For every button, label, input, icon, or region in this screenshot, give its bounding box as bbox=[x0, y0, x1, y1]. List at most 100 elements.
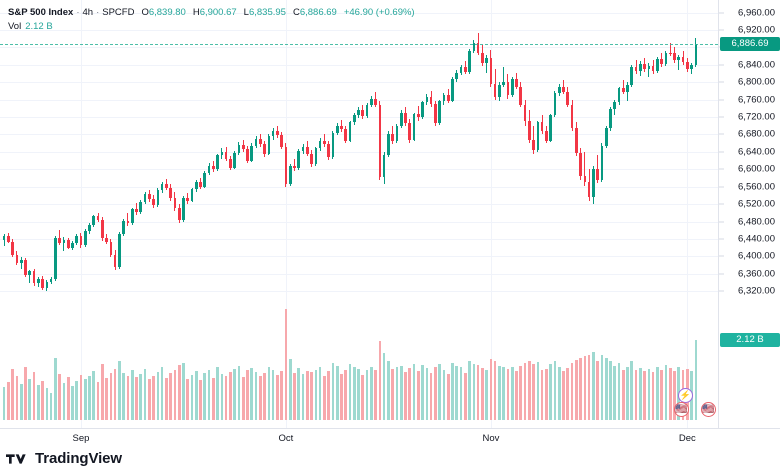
volume-bar bbox=[668, 368, 672, 420]
candle-body bbox=[305, 146, 309, 154]
candle-body bbox=[118, 233, 121, 267]
vertical-grid-line bbox=[490, 0, 492, 428]
candle-body bbox=[177, 207, 181, 220]
candle-body bbox=[75, 235, 79, 243]
price-tick-mark bbox=[719, 29, 724, 31]
candle-body bbox=[7, 236, 10, 242]
volume-bar bbox=[639, 368, 642, 420]
candle-body bbox=[438, 101, 441, 124]
us-flag-icon-right[interactable]: 🇺🇸 bbox=[701, 402, 716, 417]
candle-wick bbox=[29, 269, 31, 283]
tradingview-logo[interactable]: TradingView bbox=[6, 450, 122, 467]
candle-body bbox=[596, 169, 599, 180]
volume-bar bbox=[506, 368, 510, 420]
candle-body bbox=[24, 259, 27, 275]
price-scale[interactable]: 6,960.006,920.006,880.006,840.006,800.00… bbox=[718, 0, 780, 428]
volume-bar bbox=[634, 370, 638, 420]
candle-body bbox=[600, 145, 604, 180]
current-price-badge[interactable]: 6,886.69 bbox=[720, 37, 780, 52]
candle-body bbox=[566, 91, 570, 105]
volume-bar bbox=[24, 366, 27, 420]
current-price-line bbox=[0, 44, 718, 46]
candle-body bbox=[515, 78, 518, 87]
candle-body bbox=[626, 84, 629, 92]
price-tick-mark bbox=[719, 64, 724, 66]
symbol-name[interactable]: S&P 500 Index bbox=[8, 7, 74, 18]
candle-body bbox=[147, 193, 151, 199]
price-tick-mark bbox=[719, 12, 724, 14]
candle-body bbox=[203, 172, 207, 187]
candle-body bbox=[690, 64, 693, 70]
candle-body bbox=[109, 241, 113, 255]
grid-line bbox=[0, 29, 718, 31]
candle-body bbox=[528, 120, 531, 140]
candle-body bbox=[212, 165, 215, 170]
candle-body bbox=[574, 127, 578, 153]
price-tick-mark bbox=[719, 99, 724, 101]
chart-plot-area[interactable] bbox=[0, 0, 718, 428]
candle-body bbox=[481, 52, 484, 64]
volume-bar bbox=[664, 365, 668, 420]
candle-body bbox=[220, 151, 224, 156]
candle-body bbox=[130, 209, 134, 224]
volume-bar bbox=[579, 358, 582, 420]
candle-body bbox=[229, 158, 232, 168]
candle-body bbox=[660, 58, 664, 64]
candle-body bbox=[58, 238, 61, 244]
candle-body bbox=[506, 82, 510, 96]
interval-label[interactable]: 4h bbox=[82, 7, 94, 18]
candle-body bbox=[523, 104, 527, 121]
ohlc-low-key: L bbox=[243, 7, 249, 18]
price-tick-label: 6,840.00 bbox=[738, 59, 775, 71]
volume-bar bbox=[190, 374, 194, 420]
price-tick-mark bbox=[719, 238, 724, 240]
bolt-icon[interactable]: ⚡ bbox=[678, 388, 693, 403]
candle-body bbox=[259, 138, 262, 145]
volume-bar bbox=[549, 364, 552, 420]
candle-body bbox=[621, 88, 625, 92]
time-tick-label: Nov bbox=[482, 433, 500, 444]
candle-body bbox=[643, 63, 646, 70]
candle-body bbox=[408, 123, 412, 140]
volume-bar bbox=[673, 371, 676, 420]
volume-bar bbox=[310, 371, 313, 420]
price-tick-label: 6,320.00 bbox=[738, 285, 775, 297]
volume-bar bbox=[83, 379, 87, 420]
candle-body bbox=[254, 138, 258, 146]
price-tick-mark bbox=[719, 186, 724, 188]
time-scale[interactable]: Sep Oct Nov Dec bbox=[0, 428, 780, 448]
candle-body bbox=[429, 97, 433, 104]
candle-body bbox=[113, 254, 117, 267]
volume-bar bbox=[113, 368, 117, 420]
current-volume-badge[interactable]: 2.12 B bbox=[720, 333, 780, 348]
candle-body bbox=[224, 151, 228, 159]
ohlc-open-value: 6,839.80 bbox=[148, 7, 186, 18]
candle-body bbox=[293, 165, 296, 169]
candle-body bbox=[344, 129, 348, 141]
volume-bar bbox=[374, 369, 377, 420]
volume-bar bbox=[305, 371, 309, 420]
volume-bar bbox=[425, 368, 429, 420]
exchange-label[interactable]: SPCFD bbox=[102, 7, 135, 18]
grid-line bbox=[0, 99, 718, 101]
volume-bar bbox=[643, 371, 646, 420]
us-flag-icon-left[interactable]: 🇺🇸 bbox=[674, 402, 689, 417]
candle-body bbox=[613, 102, 617, 110]
legend-main-row: S&P 500 Index · 4h · SPCFD O6,839.80 H6,… bbox=[8, 6, 415, 19]
price-tick-label: 6,680.00 bbox=[738, 128, 775, 140]
tradingview-wordmark: TradingView bbox=[35, 450, 122, 467]
candle-wick bbox=[622, 80, 624, 95]
price-tick-label: 6,560.00 bbox=[738, 181, 775, 193]
candle-wick bbox=[486, 55, 488, 73]
volume-bar bbox=[19, 383, 23, 420]
candle-wick bbox=[293, 158, 295, 172]
candle-body bbox=[263, 144, 266, 154]
candle-body bbox=[233, 152, 237, 168]
volume-bar bbox=[199, 380, 202, 420]
time-tick-label: Dec bbox=[678, 433, 696, 444]
candle-body bbox=[280, 135, 283, 147]
volume-bar bbox=[404, 371, 407, 420]
candle-body bbox=[122, 220, 125, 234]
candle-body bbox=[83, 231, 87, 246]
candle-body bbox=[656, 58, 659, 71]
